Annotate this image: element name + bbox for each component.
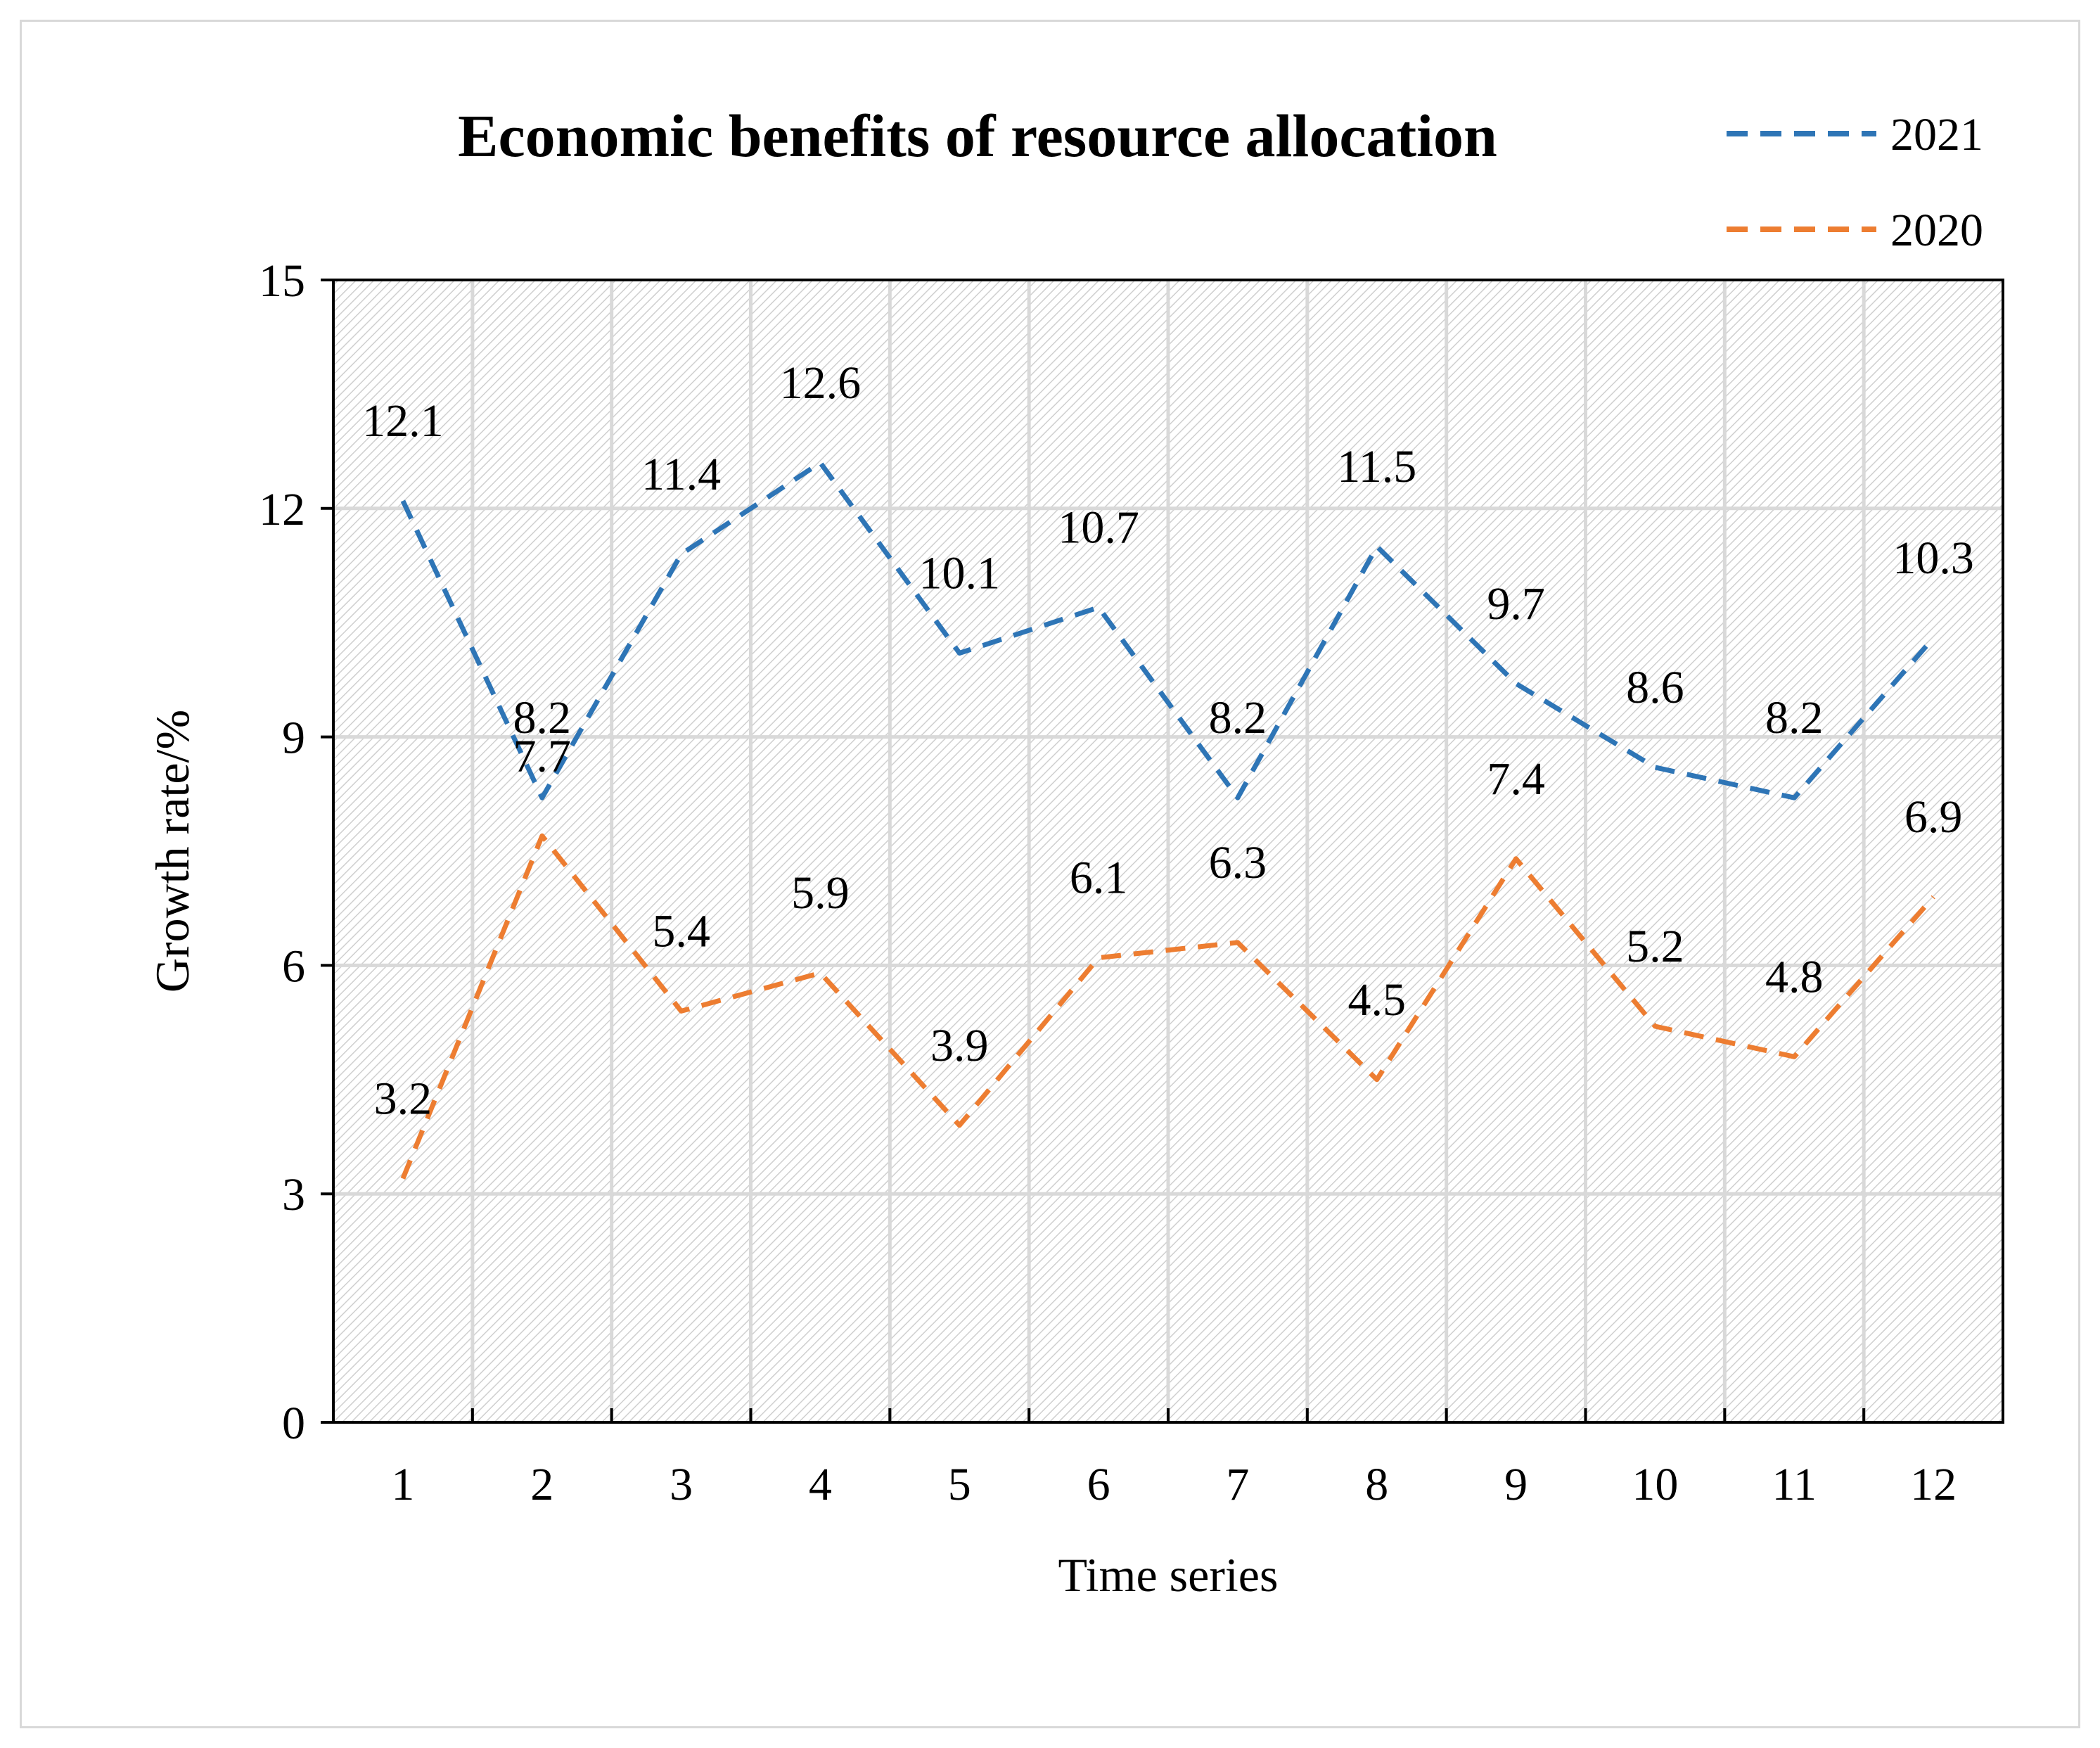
data-label-2021-7: 8.2 [1209,692,1267,744]
data-label-2021-5: 10.1 [919,548,1001,599]
data-label-2020-9: 7.4 [1487,753,1545,805]
legend: 2021 2020 [1727,109,1983,256]
data-label-2020-4: 5.9 [791,867,850,919]
x-tick-label: 3 [670,1459,693,1510]
data-label-2020-7: 6.3 [1209,837,1267,888]
y-tick-label: 15 [259,255,305,307]
data-label-2020-1: 3.2 [374,1073,433,1125]
legend-label-2020: 2020 [1890,205,1983,256]
y-tick-label: 6 [282,940,305,992]
y-tick-label: 12 [259,484,305,535]
data-label-2020-6: 6.1 [1070,853,1128,904]
data-label-2020-10: 5.2 [1626,921,1684,972]
data-labels: 12.1 8.2 11.4 12.6 10.1 10.7 8.2 11.5 9.7 8.6 8.2 1… [362,357,1974,1125]
y-tick-label: 3 [282,1169,305,1220]
data-label-2020-3: 5.4 [652,905,710,957]
x-tick-label: 5 [948,1459,971,1510]
x-tick-label: 7 [1226,1459,1249,1510]
data-label-2021-6: 10.7 [1058,502,1139,554]
data-label-2020-5: 3.9 [930,1020,989,1071]
x-tick-label: 11 [1772,1459,1817,1510]
x-tick-label: 1 [391,1459,414,1510]
x-tick-label: 6 [1087,1459,1110,1510]
x-tick-label: 10 [1632,1459,1678,1510]
x-tick-label: 9 [1504,1459,1528,1510]
x-tick-label: 8 [1365,1459,1388,1510]
series-lines [400,460,1935,1180]
y-tick-label: 0 [282,1398,305,1449]
data-label-2020-2: 7.7 [513,730,572,782]
y-axis-label: Growth rate/% [146,710,199,993]
data-label-2021-12: 10.3 [1893,532,1974,584]
gridlines [333,280,2003,1422]
data-label-2021-2: 8.2 [513,692,572,744]
x-axis-label: Time series [1058,1548,1279,1602]
series-line-2020 [400,833,1935,1180]
plot-border [332,279,2004,1424]
x-tick-label: 12 [1910,1459,1957,1510]
data-label-2020-12: 6.9 [1904,791,1963,843]
y-tick-label: 9 [282,713,305,764]
data-label-2021-4: 12.6 [780,357,862,409]
data-label-2021-10: 8.6 [1626,662,1684,713]
x-tick-label: 4 [809,1459,832,1510]
data-label-2021-1: 12.1 [362,395,444,447]
data-label-2021-3: 11.4 [641,449,721,500]
series-line-2021 [400,460,1935,800]
data-label-2021-11: 8.2 [1765,692,1824,744]
chart-title: Economic benefits of resource allocation [458,102,1497,170]
data-label-2020-11: 4.8 [1765,951,1824,1002]
data-label-2020-8: 4.5 [1348,974,1407,1026]
legend-label-2021: 2021 [1890,109,1983,160]
data-label-2021-9: 9.7 [1487,578,1545,630]
data-label-2021-8: 11.5 [1337,441,1416,492]
x-tick-label: 2 [530,1459,553,1510]
